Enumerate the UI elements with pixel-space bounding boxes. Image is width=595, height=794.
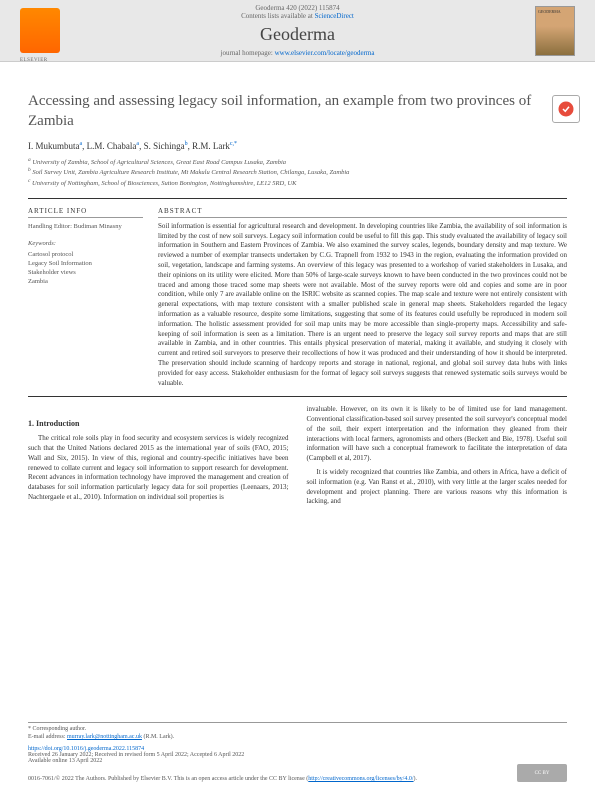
affiliation-a: a University of Zambia, School of Agricu… — [28, 157, 567, 167]
corresponding-author: * Corresponding author. E-mail address: … — [28, 722, 567, 742]
affil-sup: b — [185, 141, 188, 147]
section-heading: 1. Introduction — [28, 419, 289, 428]
header-center: Geoderma 420 (2022) 115874 Contents list… — [60, 4, 535, 57]
abstract-label: ABSTRACT — [158, 207, 567, 218]
journal-cover-thumbnail: GEODERMA — [535, 6, 575, 56]
divider — [28, 198, 567, 199]
keywords-label: Keywords: — [28, 239, 143, 248]
body-paragraph: The critical role soils play in food sec… — [28, 434, 289, 503]
affil-sup: c,* — [230, 141, 237, 147]
keyword: Zambia — [28, 277, 143, 286]
article-title: Accessing and assessing legacy soil info… — [28, 92, 567, 131]
body-paragraph: It is widely recognized that countries l… — [307, 468, 568, 507]
email-link[interactable]: murray.lark@nottingham.ac.uk — [67, 734, 142, 740]
body-col-1: 1. Introduction The critical role soils … — [28, 405, 289, 507]
license-line: 0016-7061/© 2022 The Authors. Published … — [28, 764, 567, 782]
homepage-link[interactable]: www.elsevier.com/locate/geoderma — [275, 49, 375, 57]
affiliations: a University of Zambia, School of Agricu… — [28, 157, 567, 188]
keyword: Stakeholder views — [28, 268, 143, 277]
body-columns: 1. Introduction The critical role soils … — [28, 405, 567, 507]
abstract-col: ABSTRACT Soil information is essential f… — [158, 207, 567, 389]
checkmark-icon — [557, 100, 575, 118]
cc-by-badge: CC BY — [517, 764, 567, 782]
article-info-col: ARTICLE INFO Handling Editor: Budiman Mi… — [28, 207, 143, 389]
affiliation-b: b Soil Survey Unit, Zambia Agriculture R… — [28, 167, 567, 177]
sciencedirect-link[interactable]: ScienceDirect — [315, 12, 354, 20]
homepage-prefix: journal homepage: — [221, 49, 275, 57]
contents-prefix: Contents lists available at — [241, 12, 315, 20]
citation: Geoderma 420 (2022) 115874 — [60, 4, 535, 12]
page-footer: * Corresponding author. E-mail address: … — [28, 722, 567, 782]
main-content: Accessing and assessing legacy soil info… — [0, 62, 595, 519]
contents-line: Contents lists available at ScienceDirec… — [60, 12, 535, 20]
author-3: S. Sichinga — [144, 141, 185, 151]
affil-sup: a — [80, 141, 83, 147]
abstract-text: Soil information is essential for agricu… — [158, 222, 567, 389]
homepage-line: journal homepage: www.elsevier.com/locat… — [60, 49, 535, 57]
page-header: Geoderma 420 (2022) 115874 Contents list… — [0, 0, 595, 62]
body-paragraph: invaluable. However, on its own it is li… — [307, 405, 568, 464]
email-line: E-mail address: murray.lark@nottingham.a… — [28, 734, 567, 742]
divider — [28, 396, 567, 397]
license-link[interactable]: http://creativecommons.org/licenses/by/4… — [308, 776, 413, 782]
license-text-wrap: 0016-7061/© 2022 The Authors. Published … — [28, 776, 417, 782]
journal-name: Geoderma — [60, 24, 535, 45]
author-2: L.M. Chabala — [87, 141, 137, 151]
info-abstract-row: ARTICLE INFO Handling Editor: Budiman Mi… — [28, 207, 567, 389]
article-info-label: ARTICLE INFO — [28, 207, 143, 218]
authors-line: I. Mukumbutaa, L.M. Chabalaa, S. Siching… — [28, 141, 567, 151]
body-col-2: invaluable. However, on its own it is li… — [307, 405, 568, 507]
affil-sup: a — [136, 141, 139, 147]
affiliation-c: c University of Nottingham, School of Bi… — [28, 178, 567, 188]
author-1: I. Mukumbuta — [28, 141, 80, 151]
elsevier-logo — [20, 8, 60, 53]
author-4: R.M. Lark — [192, 141, 230, 151]
keyword: Cartosol protocol — [28, 250, 143, 259]
check-updates-icon[interactable] — [552, 95, 580, 123]
handling-editor: Handling Editor: Budiman Minasny — [28, 222, 143, 231]
keyword: Legacy Soil Information — [28, 259, 143, 268]
